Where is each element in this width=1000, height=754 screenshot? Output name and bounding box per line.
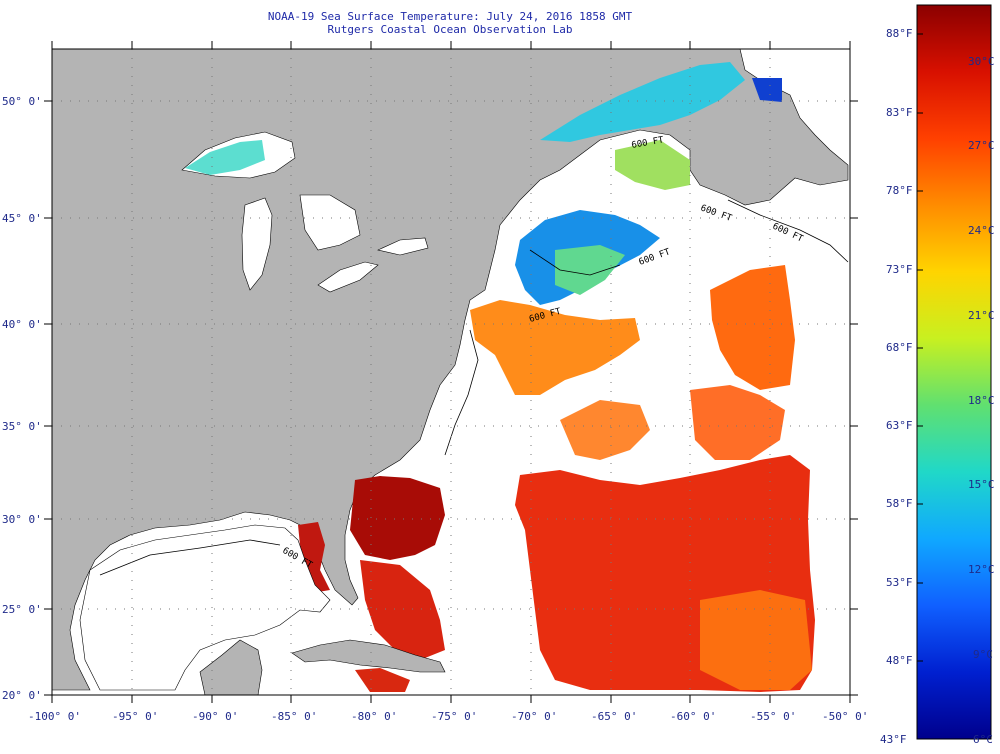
sst-mid-ocean-patches (560, 400, 650, 460)
colorbar-c-label: 21°C (968, 309, 995, 322)
colorbar-f-label: 68°F (886, 341, 913, 354)
sst-newfoundland (752, 78, 782, 102)
sst-mid-atlantic (470, 300, 640, 395)
lon-label: -100° 0' (28, 710, 81, 723)
sst-south-atlantic-bight (350, 476, 445, 560)
colorbar-c-label: 6°C (973, 733, 993, 746)
colorbar-f-label: 48°F (886, 654, 913, 667)
lon-label: -50° 0' (822, 710, 868, 723)
colorbar-f-label: 43°F (880, 733, 907, 746)
colorbar-ticks (917, 33, 923, 662)
lake-erie (317, 261, 379, 293)
colorbar-f-label: 53°F (886, 576, 913, 589)
lat-label: 25° 0' (2, 603, 42, 616)
sst-central-patches (690, 385, 785, 460)
lon-label: -70° 0' (511, 710, 557, 723)
gulf-of-mexico (79, 524, 331, 691)
colorbar-c-label: 30°C (968, 55, 995, 68)
lat-label: 50° 0' (2, 95, 42, 108)
lon-label: -65° 0' (591, 710, 637, 723)
colorbar (916, 4, 992, 740)
lake-huron (299, 194, 361, 251)
map-subtitle: Rutgers Coastal Ocean Observation Lab (327, 23, 573, 36)
lon-label: -85° 0' (271, 710, 317, 723)
lat-label: 40° 0' (2, 318, 42, 331)
sst-gulf-stream-north (710, 265, 795, 390)
lat-label: 35° 0' (2, 420, 42, 433)
lat-label: 20° 0' (2, 689, 42, 702)
sst-gulf-florida (298, 522, 330, 592)
colorbar-f-label: 73°F (886, 263, 913, 276)
land-cuba (291, 639, 446, 673)
colorbar-c-label: 24°C (968, 224, 995, 237)
axis-ticks (44, 41, 858, 703)
colorbar-c-label: 12°C (968, 563, 995, 576)
lake-ontario (377, 237, 429, 256)
lon-label: -95° 0' (112, 710, 158, 723)
latitude-labels: 50° 0' 45° 0' 40° 0' 35° 0' 30° 0' 25° 0… (2, 95, 42, 702)
sst-scotian-shelf (555, 245, 625, 295)
colorbar-f-label: 78°F (886, 184, 913, 197)
lon-label: -90° 0' (192, 710, 238, 723)
lat-label: 45° 0' (2, 212, 42, 225)
sst-cuba-south (355, 668, 410, 692)
sst-gulf-stlawrence-warm (615, 140, 690, 190)
sst-lake-superior-cool (185, 140, 265, 175)
lon-label: -75° 0' (431, 710, 477, 723)
colorbar-f-label: 83°F (886, 106, 913, 119)
colorbar-f-label: 88°F (886, 27, 913, 40)
lat-label: 30° 0' (2, 513, 42, 526)
map-title: NOAA-19 Sea Surface Temperature: July 24… (267, 10, 633, 23)
colorbar-c-label: 27°C (968, 139, 995, 152)
sst-st-lawrence (540, 62, 745, 142)
sst-sargasso-warm-edge (700, 590, 812, 690)
colorbar-f-label: 63°F (886, 419, 913, 432)
isobath-contours (99, 199, 849, 576)
lake-michigan (241, 197, 273, 291)
colorbar-c-label: 18°C (968, 394, 995, 407)
colorbar-f-label: 58°F (886, 497, 913, 510)
sst-bahamas (360, 560, 445, 660)
colorbar-c-label: 9°C (973, 648, 993, 661)
lon-label: -80° 0' (351, 710, 397, 723)
longitude-labels: -100° 0' -95° 0' -90° 0' -85° 0' -80° 0'… (28, 710, 868, 723)
colorbar-c-label: 15°C (968, 478, 995, 491)
lon-label: -55° 0' (750, 710, 796, 723)
lon-label: -60° 0' (670, 710, 716, 723)
